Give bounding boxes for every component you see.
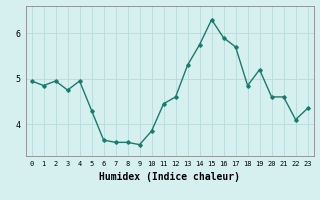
X-axis label: Humidex (Indice chaleur): Humidex (Indice chaleur) bbox=[99, 172, 240, 182]
